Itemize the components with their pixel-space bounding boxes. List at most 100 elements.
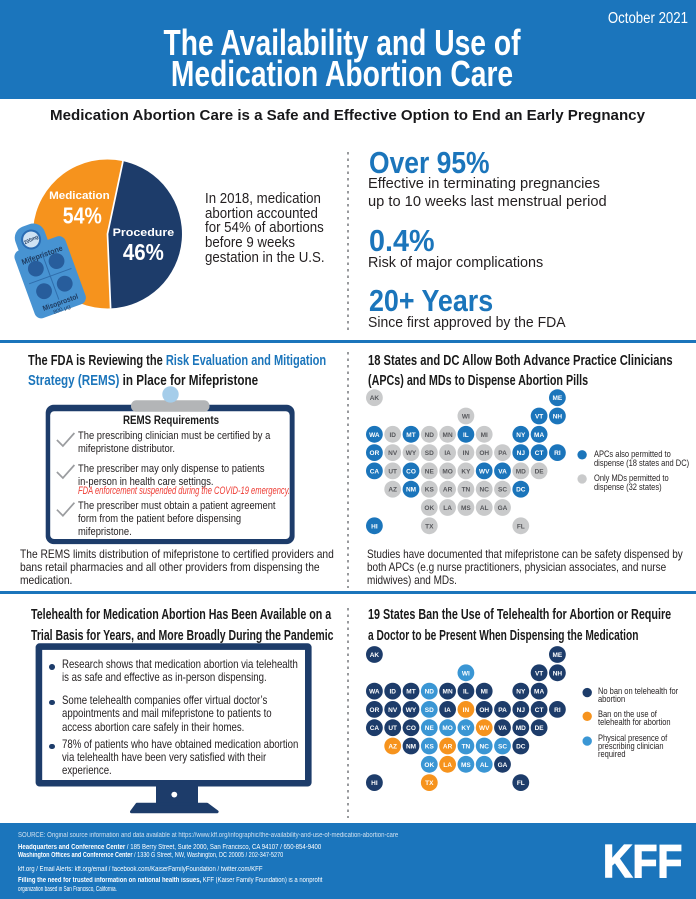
svg-text:WA: WA (369, 432, 380, 439)
svg-text:OH: OH (479, 707, 489, 714)
svg-text:OK: OK (424, 762, 434, 769)
svg-text:AR: AR (443, 487, 453, 494)
svg-text:MI: MI (481, 432, 488, 439)
svg-text:GA: GA (498, 762, 508, 769)
svg-text:CO: CO (406, 725, 416, 732)
svg-text:PA: PA (498, 707, 507, 714)
svg-text:WY: WY (406, 450, 417, 457)
svg-text:IA: IA (444, 450, 451, 457)
svg-text:OK: OK (424, 505, 434, 512)
svg-text:LA: LA (443, 762, 452, 769)
svg-text:NV: NV (388, 450, 398, 457)
svg-text:MA: MA (534, 689, 544, 696)
svg-text:DE: DE (535, 725, 545, 732)
svg-text:MT: MT (406, 689, 415, 696)
svg-text:NJ: NJ (517, 450, 526, 457)
svg-text:SC: SC (498, 487, 507, 494)
svg-text:NM: NM (406, 744, 416, 751)
svg-text:MA: MA (534, 432, 544, 439)
svg-text:NE: NE (425, 725, 435, 732)
svg-text:WY: WY (406, 707, 417, 714)
svg-text:OR: OR (370, 707, 380, 714)
svg-text:ID: ID (389, 432, 396, 439)
svg-text:CO: CO (406, 468, 416, 475)
svg-text:NC: NC (480, 487, 490, 494)
svg-text:AK: AK (370, 395, 380, 402)
svg-text:KS: KS (425, 744, 435, 751)
svg-text:ND: ND (425, 432, 435, 439)
svg-text:Medication: Medication (49, 190, 110, 202)
svg-text:NE: NE (425, 468, 435, 475)
svg-text:WI: WI (462, 670, 470, 677)
svg-text:TX: TX (425, 523, 434, 530)
svg-text:IN: IN (463, 450, 470, 457)
svg-text:RI: RI (554, 707, 561, 714)
svg-text:800 μg: 800 μg (53, 304, 72, 316)
svg-text:MS: MS (461, 505, 471, 512)
svg-text:46%: 46% (123, 239, 164, 265)
svg-text:WV: WV (479, 725, 490, 732)
svg-text:SD: SD (425, 450, 434, 457)
svg-text:DC: DC (516, 487, 526, 494)
svg-text:ID: ID (389, 689, 396, 696)
svg-text:HI: HI (371, 780, 378, 787)
svg-text:DE: DE (535, 468, 545, 475)
svg-text:CA: CA (370, 468, 380, 475)
svg-text:MT: MT (406, 432, 415, 439)
svg-text:WA: WA (369, 689, 380, 696)
svg-text:TX: TX (425, 780, 434, 787)
svg-text:NJ: NJ (517, 707, 526, 714)
svg-text:MD: MD (516, 725, 526, 732)
svg-text:ND: ND (425, 689, 435, 696)
svg-text:NC: NC (480, 744, 490, 751)
svg-text:UT: UT (388, 725, 397, 732)
svg-text:AZ: AZ (388, 744, 397, 751)
svg-text:NV: NV (388, 707, 398, 714)
svg-text:FL: FL (517, 523, 525, 530)
svg-text:MO: MO (442, 468, 452, 475)
svg-text:CA: CA (370, 725, 380, 732)
svg-text:RI: RI (554, 450, 561, 457)
svg-text:TN: TN (462, 744, 471, 751)
svg-text:200mg: 200mg (23, 234, 39, 246)
svg-text:UT: UT (388, 468, 397, 475)
svg-text:AL: AL (480, 762, 489, 769)
svg-text:AR: AR (443, 744, 453, 751)
svg-text:AK: AK (370, 652, 380, 659)
svg-text:DC: DC (516, 744, 526, 751)
svg-text:KY: KY (461, 725, 471, 732)
svg-text:MN: MN (443, 689, 453, 696)
svg-text:KY: KY (461, 468, 471, 475)
svg-text:MS: MS (461, 762, 471, 769)
svg-text:IL: IL (463, 432, 469, 439)
svg-text:NY: NY (516, 432, 526, 439)
svg-text:MO: MO (442, 725, 452, 732)
svg-text:SD: SD (425, 707, 434, 714)
svg-text:IL: IL (463, 689, 469, 696)
svg-text:Procedure: Procedure (113, 227, 175, 239)
svg-text:VT: VT (535, 414, 543, 421)
svg-text:VT: VT (535, 670, 543, 677)
svg-text:NH: NH (553, 414, 563, 421)
svg-text:ME: ME (553, 395, 563, 402)
svg-text:NH: NH (553, 670, 563, 677)
svg-text:LA: LA (443, 505, 452, 512)
svg-text:FL: FL (517, 780, 525, 787)
svg-text:AL: AL (480, 505, 489, 512)
svg-text:ME: ME (553, 652, 563, 659)
svg-text:NY: NY (516, 689, 526, 696)
svg-text:KS: KS (425, 487, 435, 494)
svg-text:MD: MD (516, 468, 526, 475)
svg-text:IA: IA (444, 707, 451, 714)
svg-text:VA: VA (498, 725, 507, 732)
svg-text:AZ: AZ (388, 487, 397, 494)
svg-text:WV: WV (479, 468, 490, 475)
svg-text:VA: VA (498, 468, 507, 475)
svg-text:HI: HI (371, 523, 378, 530)
svg-text:IN: IN (463, 707, 470, 714)
svg-text:TN: TN (462, 487, 471, 494)
svg-text:CT: CT (535, 707, 544, 714)
svg-text:GA: GA (498, 505, 508, 512)
svg-text:54%: 54% (63, 202, 102, 228)
svg-text:PA: PA (498, 450, 507, 457)
